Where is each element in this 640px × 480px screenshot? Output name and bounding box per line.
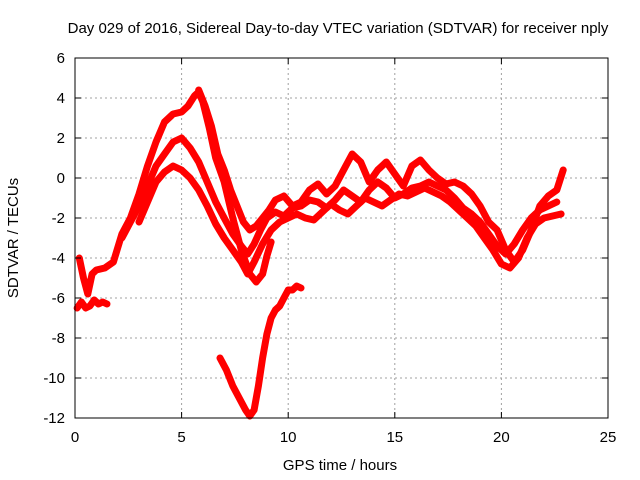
y-tick-label: -10 xyxy=(43,370,65,387)
x-tick-label: 25 xyxy=(600,429,617,446)
y-axis-label: SDTVAR / TECUs xyxy=(5,178,22,298)
y-tick-label: -6 xyxy=(52,290,65,307)
x-axis-label: GPS time / hours xyxy=(283,457,397,474)
series-arc-5 xyxy=(73,296,111,312)
x-tick-label: 10 xyxy=(280,429,297,446)
plot-frame xyxy=(74,57,609,419)
y-tick-label: -8 xyxy=(52,330,65,347)
y-tick-label: -4 xyxy=(52,250,65,267)
y-tick-label: 0 xyxy=(57,170,65,187)
y-tick-label: -12 xyxy=(43,410,65,427)
chart-title: Day 029 of 2016, Sidereal Day-to-day VTE… xyxy=(68,20,609,37)
series-arc-6 xyxy=(216,282,305,420)
series-arc-3 xyxy=(135,162,565,278)
series-arc-1 xyxy=(75,88,275,298)
axis-ticks xyxy=(74,57,609,419)
y-tick-label: -2 xyxy=(52,210,65,227)
series-arc-2 xyxy=(118,134,561,258)
y-tick-label: 4 xyxy=(57,90,65,107)
series-arc-4 xyxy=(195,86,567,266)
y-tick-label: 2 xyxy=(57,130,65,147)
y-tick-label: 6 xyxy=(57,50,65,67)
data-series xyxy=(73,86,567,420)
x-tick-label: 5 xyxy=(177,429,185,446)
x-tick-label: 15 xyxy=(386,429,403,446)
x-tick-label: 20 xyxy=(493,429,510,446)
x-tick-label: 0 xyxy=(71,429,79,446)
